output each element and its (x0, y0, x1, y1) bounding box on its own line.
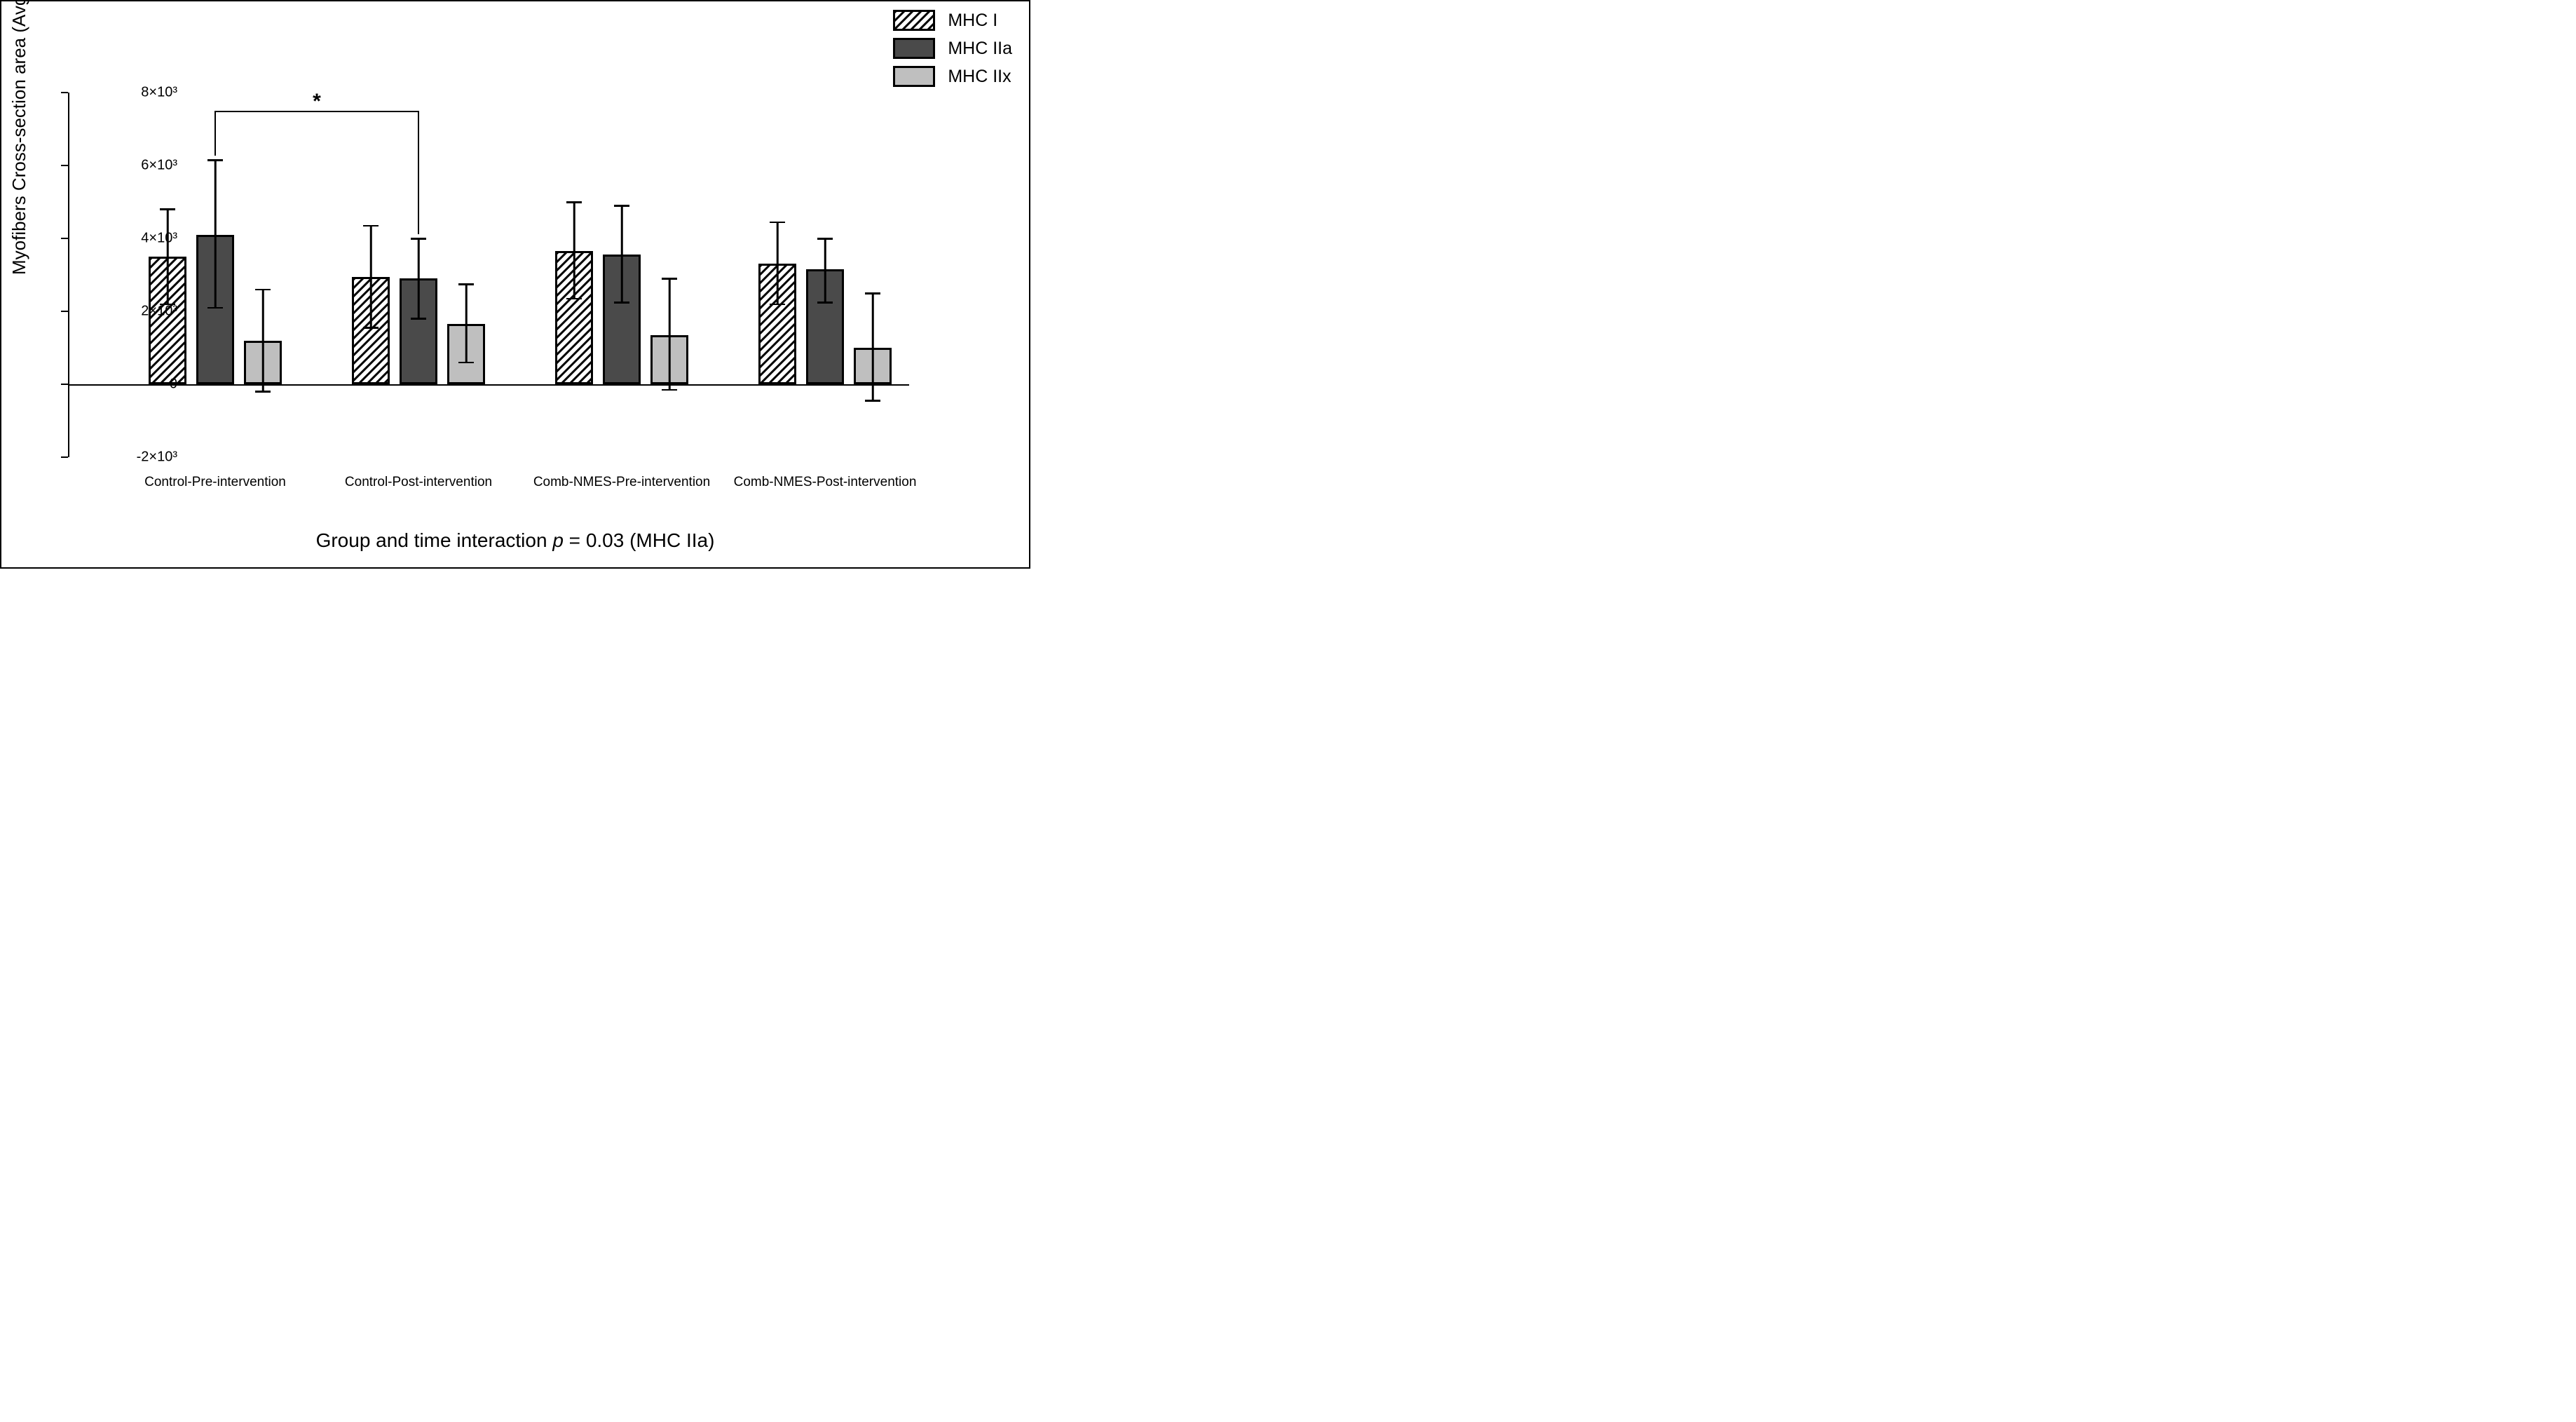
error-bar (167, 209, 169, 304)
y-tick-label: 8×10³ (141, 85, 177, 101)
error-bar (824, 238, 826, 302)
error-cap (458, 362, 474, 364)
error-cap (160, 208, 175, 210)
y-tick-label: 4×10³ (141, 231, 177, 247)
error-cap (255, 289, 271, 291)
legend-label: MHC IIx (948, 67, 1011, 87)
legend: MHC I MHC IIa MHC IIx (893, 10, 1012, 94)
legend-label: MHC IIa (948, 39, 1012, 59)
legend-item-mhc1: MHC I (893, 10, 1012, 31)
legend-label: MHC I (948, 11, 997, 31)
error-cap (614, 205, 629, 207)
error-cap (770, 304, 785, 306)
error-cap (207, 307, 223, 309)
y-tick (61, 92, 68, 93)
error-cap (614, 302, 629, 304)
y-axis-label: Myofibers Cross-section area (Avg) (8, 0, 30, 275)
y-axis-line (68, 93, 69, 457)
error-bar (621, 205, 623, 302)
error-bar (262, 290, 264, 392)
error-cap (566, 298, 582, 300)
error-cap (566, 201, 582, 203)
x-group-label: Control-Pre-intervention (144, 475, 286, 490)
error-cap (865, 292, 880, 294)
error-cap (207, 159, 223, 161)
plot-area: Control-Pre-interventionControl-Post-int… (68, 93, 909, 457)
error-bar (370, 226, 372, 328)
error-bar (669, 278, 671, 390)
y-tick (61, 165, 68, 166)
error-bar (872, 293, 874, 400)
x-group-label: Comb-NMES-Pre-intervention (533, 475, 710, 490)
legend-item-mhc2x: MHC IIx (893, 66, 1012, 87)
y-tick (61, 311, 68, 312)
sig-star: * (313, 90, 321, 114)
y-tick (61, 238, 68, 239)
error-bar (418, 238, 420, 318)
legend-swatch (893, 66, 935, 87)
sig-bracket-v (418, 111, 419, 234)
error-cap (662, 278, 677, 280)
legend-swatch (893, 10, 935, 31)
y-tick (61, 384, 68, 385)
error-cap (817, 302, 833, 304)
error-cap (458, 283, 474, 285)
error-cap (363, 225, 379, 227)
error-bar (214, 160, 217, 308)
error-cap (817, 238, 833, 240)
error-cap (770, 222, 785, 224)
chart-panel: MHC I MHC IIa MHC IIx Myofibers Cross-se… (0, 0, 1030, 569)
y-tick-label: 6×10³ (141, 158, 177, 174)
y-tick (61, 456, 68, 458)
error-cap (411, 238, 426, 240)
legend-swatch (893, 38, 935, 59)
error-cap (662, 389, 677, 391)
x-axis-baseline (68, 384, 909, 386)
x-axis-caption: Group and time interaction p = 0.03 (MHC… (316, 529, 715, 552)
error-bar (777, 222, 779, 304)
legend-item-mhc2a: MHC IIa (893, 38, 1012, 59)
error-bar (465, 284, 468, 363)
y-tick-label: 0 (170, 377, 177, 393)
x-group-label: Comb-NMES-Post-intervention (734, 475, 917, 490)
x-group-label: Control-Post-intervention (345, 475, 492, 490)
error-cap (363, 327, 379, 329)
error-bar (573, 202, 575, 299)
sig-bracket-v (214, 111, 216, 156)
error-cap (865, 400, 880, 402)
error-cap (411, 318, 426, 320)
y-tick-label: -2×10³ (137, 449, 177, 466)
y-tick-label: 2×10³ (141, 304, 177, 320)
error-cap (255, 391, 271, 393)
